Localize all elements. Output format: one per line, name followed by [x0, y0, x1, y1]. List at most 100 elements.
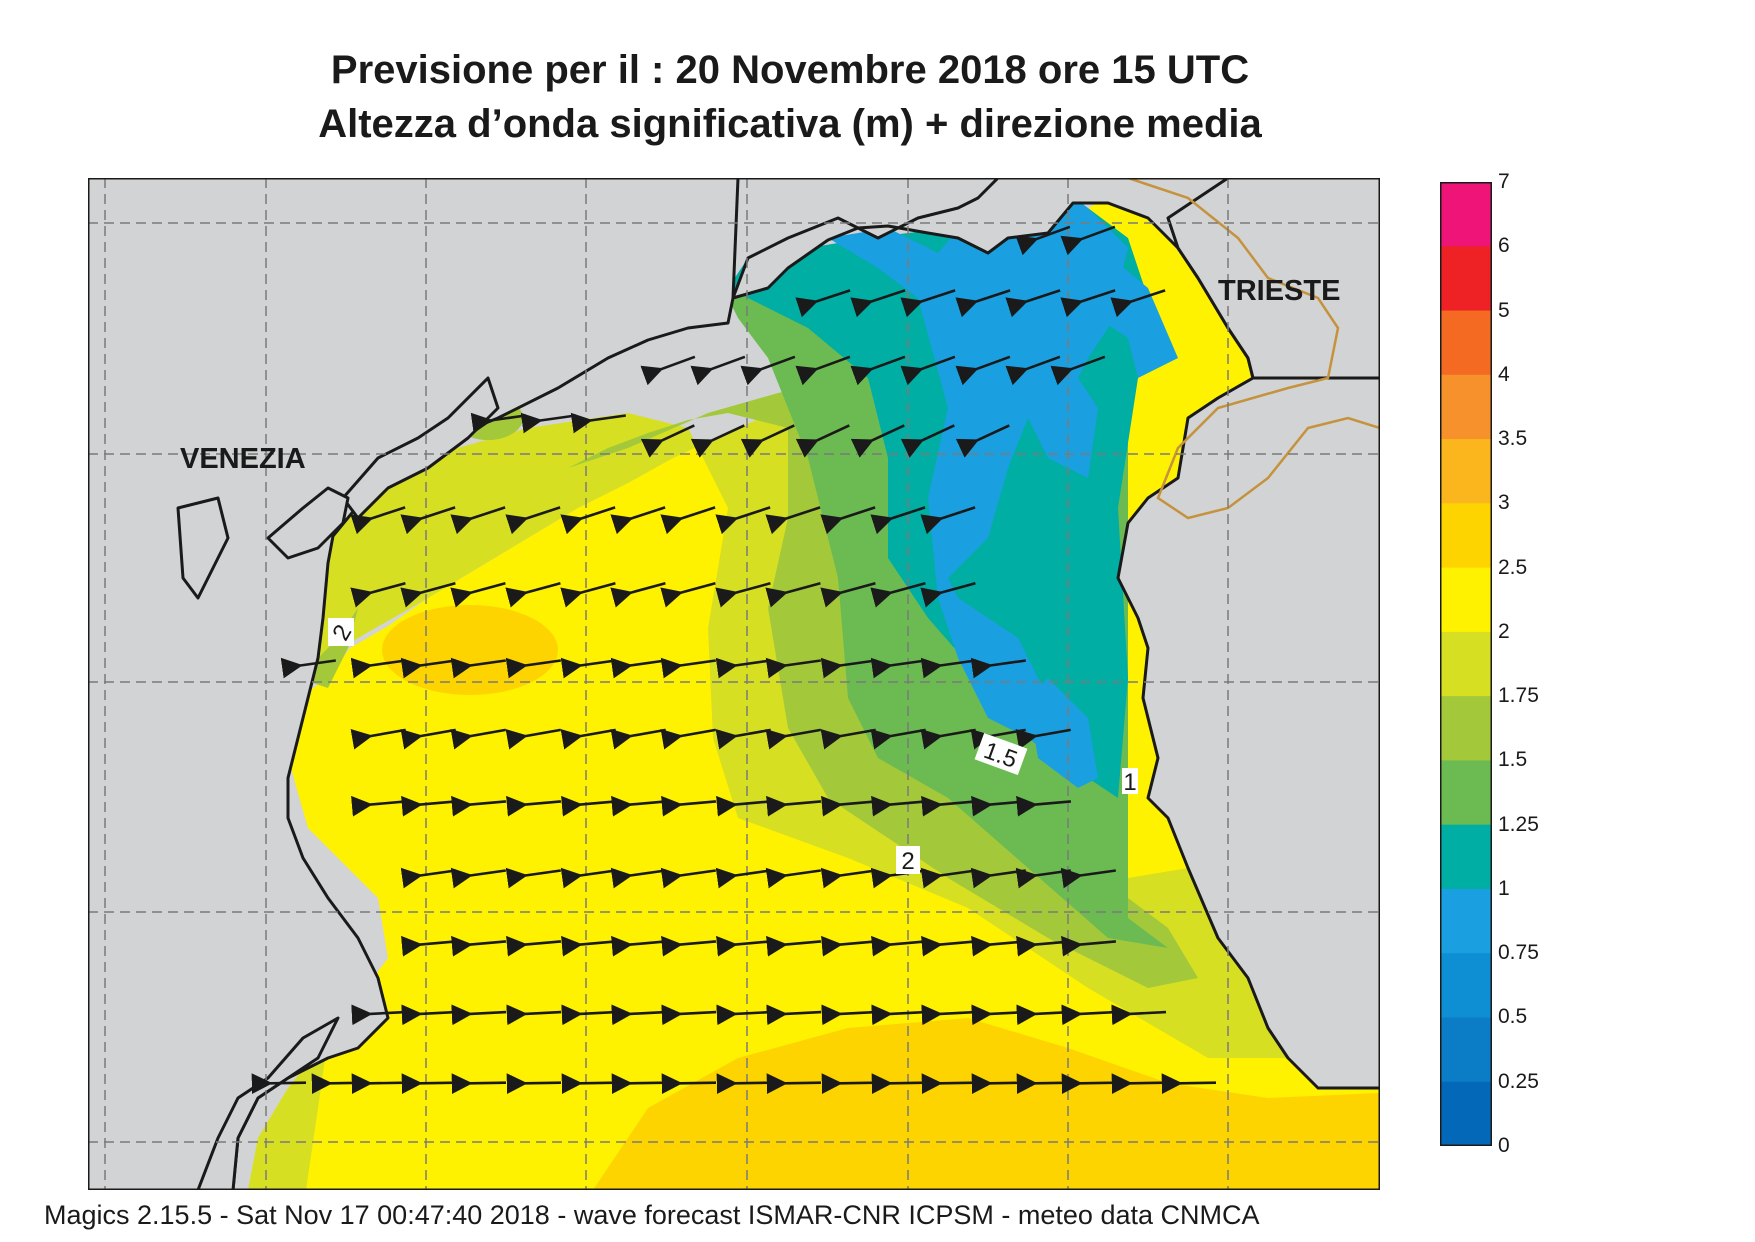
wave-direction-arrow — [611, 795, 667, 817]
graticule — [88, 178, 1380, 1190]
wave-direction-arrow — [661, 935, 717, 957]
wave-direction-arrow — [821, 1004, 877, 1026]
wave-direction-arrow — [1060, 867, 1116, 889]
color-scale-label: 6 — [1498, 234, 1510, 258]
wave-direction-arrow — [505, 506, 561, 535]
wave-direction-arrow — [850, 355, 906, 386]
wave-direction-arrow — [920, 506, 976, 535]
wave-direction-arrow — [611, 1004, 667, 1026]
wave-direction-arrow — [921, 935, 977, 957]
wave-direction-arrow — [560, 582, 616, 608]
wave-direction-arrow — [870, 657, 926, 679]
coastline — [88, 178, 1380, 1190]
color-scale-label: 5 — [1498, 298, 1510, 322]
color-scale-label: 4 — [1498, 362, 1510, 386]
wave-direction-arrow — [1015, 728, 1071, 750]
wave-direction-arrow — [920, 657, 976, 679]
wave-direction-arrow — [715, 867, 771, 889]
wave-direction-arrow — [955, 355, 1011, 386]
wave-direction-arrow — [400, 582, 456, 608]
wave-direction-arrow — [970, 657, 1026, 679]
wave-direction-arrow — [795, 289, 851, 318]
wave-direction-arrow — [561, 1073, 617, 1095]
wave-direction-arrow — [920, 867, 976, 889]
wave-direction-arrow — [1111, 1073, 1167, 1095]
wave-direction-arrow — [520, 412, 576, 434]
city-label-trieste: TRIESTE — [1218, 275, 1340, 307]
wave-direction-arrow — [311, 1073, 367, 1095]
wave-direction-arrow — [795, 355, 851, 386]
wave-zone-2-5 — [593, 1018, 1380, 1190]
wave-direction-arrow — [716, 935, 772, 957]
wave-direction-arrow — [900, 355, 956, 386]
wave-zone-0-75 — [828, 178, 1128, 778]
wave-direction-arrow — [351, 1073, 407, 1095]
wave-direction-arrow — [351, 795, 407, 817]
wave-direction-arrow — [1061, 935, 1117, 957]
wave-direction-arrow — [505, 657, 561, 679]
wave-direction-arrow — [560, 867, 616, 889]
wave-direction-arrow — [716, 1073, 772, 1095]
wave-direction-arrow — [451, 935, 507, 957]
wave-direction-arrow — [350, 582, 406, 608]
wave-direction-arrow — [640, 424, 695, 458]
color-scale-label: 1.75 — [1498, 684, 1539, 708]
wave-direction-arrow — [1061, 1073, 1117, 1095]
wave-direction-arrow — [1060, 289, 1116, 318]
wave-direction-arrow — [715, 506, 771, 535]
wave-direction-arrow — [715, 657, 771, 679]
wave-direction-arrow — [765, 506, 821, 535]
wave-direction-arrow — [716, 795, 772, 817]
wave-direction-arrow — [765, 657, 821, 679]
city-label-venezia: VENEZIA — [180, 443, 306, 475]
wave-direction-arrow — [920, 728, 976, 750]
wave-direction-arrow — [660, 582, 716, 608]
wave-direction-arrow — [1016, 1073, 1072, 1095]
wave-direction-arrow — [820, 728, 876, 750]
wave-direction-arrow — [871, 935, 927, 957]
color-scale-swatch — [1440, 182, 1492, 247]
wave-direction-arrow — [570, 412, 626, 434]
color-scale-label: 1.5 — [1498, 748, 1528, 772]
color-scale-label: 1.25 — [1498, 812, 1539, 836]
wave-direction-arrow — [506, 1073, 562, 1095]
wave-direction-arrow — [870, 506, 926, 535]
color-scale-swatch — [1440, 1081, 1492, 1146]
wave-direction-arrow — [660, 728, 716, 750]
wave-direction-arrow — [920, 582, 976, 608]
wave-direction-arrow — [821, 935, 877, 957]
wave-direction-arrow — [716, 1004, 772, 1026]
wave-direction-arrow — [660, 867, 716, 889]
wave-direction-arrow — [740, 424, 795, 458]
wave-direction-arrow — [661, 1004, 717, 1026]
color-scale-swatch — [1440, 567, 1492, 633]
wave-direction-arrow — [795, 424, 850, 458]
wave-direction-arrow — [1015, 225, 1071, 256]
wave-direction-arrow — [765, 582, 821, 608]
wave-direction-arrow — [400, 867, 456, 889]
wave-direction-arrow — [506, 1004, 562, 1026]
wave-direction-arrows — [251, 225, 1217, 1095]
svg-text:2: 2 — [901, 848, 914, 875]
wave-direction-arrow — [561, 1004, 617, 1026]
wave-direction-arrow — [765, 728, 821, 750]
wave-direction-arrow — [610, 506, 666, 535]
wave-direction-arrow — [280, 657, 336, 679]
wave-direction-arrow — [401, 1004, 457, 1026]
wave-direction-arrow — [640, 355, 696, 386]
wave-direction-arrow — [921, 1073, 977, 1095]
wave-direction-arrow — [505, 728, 561, 750]
color-scale-label: 2 — [1498, 619, 1510, 643]
wave-direction-arrow — [766, 1073, 822, 1095]
wave-direction-arrow — [871, 795, 927, 817]
color-scale-label: 7 — [1498, 170, 1510, 193]
wave-direction-arrow — [820, 867, 876, 889]
color-scale-label: 2.5 — [1498, 555, 1528, 579]
map-title: Previsione per il : 20 Novembre 2018 ore… — [330, 48, 1250, 92]
wave-direction-arrow — [971, 1073, 1027, 1095]
wave-height-map: VENEZIA TRIESTE 2 1.5 1 2 — [88, 178, 1380, 1190]
color-scale-swatch — [1440, 824, 1492, 890]
color-scale-swatch — [1440, 631, 1492, 697]
color-scale-swatch — [1440, 310, 1492, 376]
wave-direction-arrow — [450, 657, 506, 679]
